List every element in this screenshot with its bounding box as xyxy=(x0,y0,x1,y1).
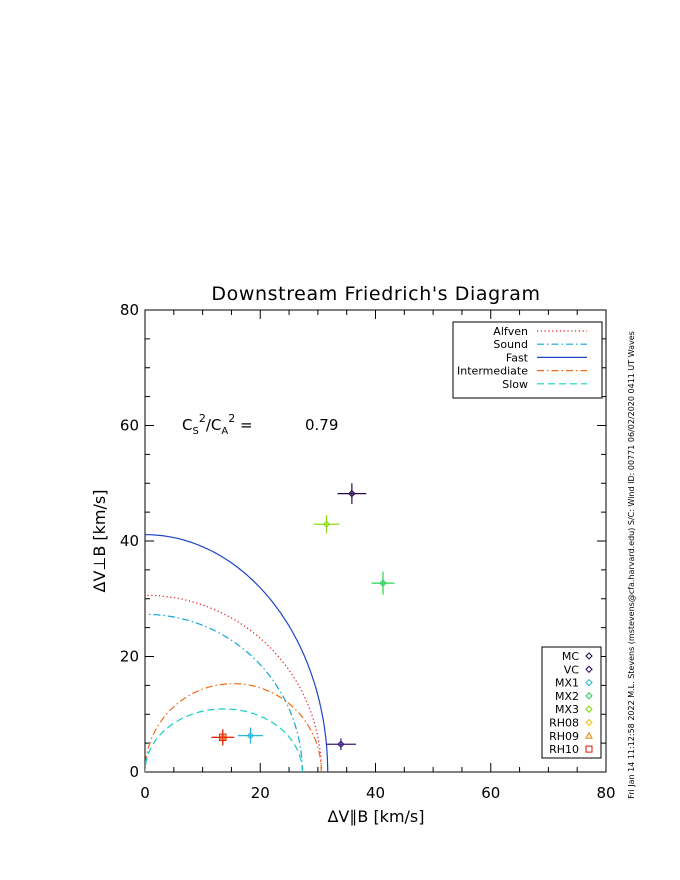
y-tick-label: 80 xyxy=(120,301,139,319)
cs-ca-ratio-annotation: CS2/CA2 = 0.79 xyxy=(182,412,338,437)
wave-legend-label: Intermediate xyxy=(457,365,528,378)
x-tick-label: 20 xyxy=(251,784,270,802)
ratio-formula: CS2/CA2 = xyxy=(182,412,253,437)
x-axis: 0 20 40 60 80 xyxy=(140,310,616,802)
solution-legend-label: RH10 xyxy=(549,743,579,756)
data-point xyxy=(246,731,255,740)
data-point xyxy=(337,740,345,749)
y-tick-label: 60 xyxy=(120,417,139,435)
solution-legend-label: RH08 xyxy=(549,717,579,730)
y-tick-label: 40 xyxy=(120,532,139,550)
x-axis-label: ΔV∥B [km/s] xyxy=(327,807,424,826)
solution-vc xyxy=(325,738,356,751)
y-tick-label: 0 xyxy=(129,763,139,781)
solution-legend-label: MX2 xyxy=(555,690,579,703)
wave-curves xyxy=(145,534,329,772)
solution-legend-marker xyxy=(585,678,593,687)
solution-legend-marker xyxy=(585,652,593,660)
data-point xyxy=(322,520,331,529)
data-point xyxy=(379,579,387,587)
x-tick-label: 0 xyxy=(140,784,150,802)
ratio-value: 0.79 xyxy=(305,416,338,434)
solution-mc xyxy=(337,483,367,505)
curve-sound xyxy=(145,613,303,772)
solution-mx2 xyxy=(371,571,395,595)
curve-slow xyxy=(145,708,303,772)
x-tick-label: 80 xyxy=(596,784,615,802)
data-point xyxy=(219,733,227,742)
solution-legend-marker xyxy=(585,705,593,713)
y-tick-label: 20 xyxy=(120,648,139,666)
wave-legend-label: Sound xyxy=(493,338,528,351)
solution-legend-marker xyxy=(585,665,593,674)
solution-legend-label: MC xyxy=(562,650,579,663)
solution-rh10 xyxy=(211,729,235,746)
solution-legend-label: RH09 xyxy=(549,730,579,743)
solution-legend-marker xyxy=(585,692,593,700)
y-axis: 0 20 40 60 80 xyxy=(120,301,606,781)
wave-legend-label: Slow xyxy=(502,378,528,391)
solution-legend-box xyxy=(541,646,602,759)
curve-fast xyxy=(145,534,329,772)
x-tick-label: 60 xyxy=(481,784,500,802)
curve-alfven xyxy=(145,594,322,772)
chart-title: Downstream Friedrich's Diagram xyxy=(211,283,540,305)
wave-legend-label: Fast xyxy=(506,351,529,364)
solution-legend-label: MX1 xyxy=(555,677,579,690)
solution-legend-marker xyxy=(585,745,593,753)
solution-mx3 xyxy=(313,515,340,534)
solution-mx1 xyxy=(237,727,264,744)
y-axis-label: ΔV⊥B [km/s] xyxy=(90,490,109,593)
solution-legend-marker xyxy=(585,731,593,739)
solution-legend-label: VC xyxy=(564,663,580,676)
solution-legend-marker xyxy=(585,718,593,727)
solution-points xyxy=(211,483,395,751)
x-tick-label: 40 xyxy=(366,784,385,802)
solution-legend-label: MX3 xyxy=(555,703,579,716)
wave-legend-label: Alfven xyxy=(493,325,528,338)
wave-legend-box xyxy=(452,321,603,399)
plot-stamp: Fri Jan 14 11:12:58 2022 M.L. Stevens (m… xyxy=(627,331,636,799)
data-point xyxy=(348,489,356,498)
curve-intermediate xyxy=(145,682,322,772)
